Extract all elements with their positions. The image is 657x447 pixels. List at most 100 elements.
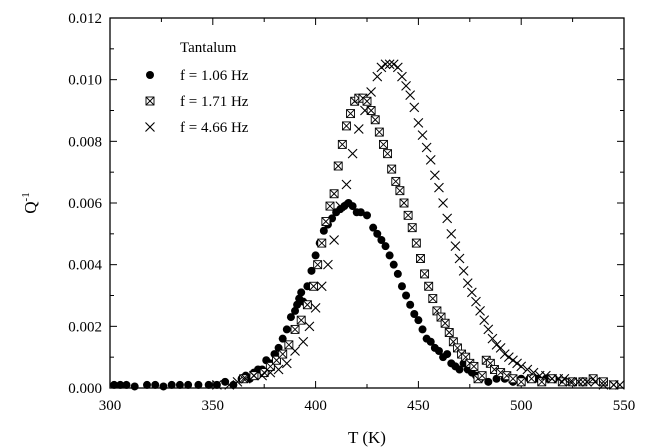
data-point-series-2: [516, 377, 526, 387]
data-point-series-3: [565, 376, 576, 387]
data-point-series-1: [389, 260, 398, 269]
series-2: [239, 93, 619, 390]
data-point-series-2: [578, 377, 588, 387]
data-point-series-2: [424, 281, 434, 291]
data-point-series-3: [212, 380, 222, 390]
data-point-series-1: [130, 382, 139, 391]
data-point-series-3: [392, 62, 403, 73]
data-point-series-1: [455, 365, 464, 374]
data-point-series-2: [341, 121, 351, 131]
y-tick-label: 0.000: [68, 381, 102, 397]
data-point-series-3: [446, 228, 457, 239]
data-point-series-2: [391, 176, 401, 186]
data-point-series-2: [378, 139, 388, 149]
data-point-series-3: [323, 259, 333, 270]
data-point-series-3: [471, 296, 481, 307]
legend-markers: [145, 71, 155, 132]
data-point-series-1: [393, 269, 402, 278]
data-point-series-2: [329, 189, 339, 199]
data-point-series-3: [347, 148, 358, 159]
data-point-series-1: [110, 380, 119, 389]
data-point-series-1: [443, 350, 452, 359]
data-point-series-2: [444, 328, 454, 337]
series-3: [212, 59, 625, 390]
x-tick-label: 350: [202, 398, 225, 414]
y-tick-label: 0.012: [68, 11, 102, 27]
data-point-series-3: [528, 367, 539, 378]
data-point-series-3: [495, 343, 506, 353]
data-point-series-3: [598, 380, 609, 390]
data-point-series-3: [483, 324, 494, 335]
data-point-series-3: [281, 358, 292, 369]
data-point-series-3: [335, 201, 346, 211]
data-point-series-1: [434, 347, 443, 355]
data-point-series-2: [387, 164, 397, 174]
data-point-series-2: [508, 374, 518, 384]
data-point-series-2: [333, 161, 343, 171]
data-point-series-1: [426, 337, 435, 346]
data-point-series-2: [407, 223, 417, 233]
data-point-series-2: [346, 109, 356, 119]
data-point-series-1: [293, 300, 302, 309]
data-point-series-1: [184, 380, 193, 389]
data-point-series-1: [363, 211, 371, 220]
data-point-series-2: [362, 96, 372, 106]
y-axis-label: Q-1: [20, 192, 40, 213]
data-point-series-1: [414, 316, 423, 325]
x-tick-label: 550: [613, 398, 636, 414]
data-point-series-2: [598, 377, 608, 387]
legend-marker-series-1: [146, 71, 154, 79]
data-point-series-1: [204, 380, 213, 389]
data-point-series-3: [249, 370, 259, 381]
data-point-series-3: [429, 170, 440, 181]
data-point-series-2: [370, 115, 380, 125]
data-point-series-3: [224, 380, 235, 390]
data-point-series-3: [409, 102, 420, 113]
data-point-series-3: [353, 124, 364, 134]
data-point-series-2: [477, 371, 487, 381]
data-point-series-1: [410, 310, 419, 318]
data-point-series-2: [403, 210, 413, 220]
legend: Tantalum f = 1.06 Hz f = 1.71 Hz f = 4.6…: [145, 40, 249, 136]
data-point-series-1: [369, 223, 378, 232]
legend-marker-series-3: [145, 122, 155, 132]
data-point-series-3: [413, 117, 424, 128]
data-point-series-3: [384, 59, 395, 70]
data-point-series-3: [475, 306, 485, 316]
data-point-series-2: [411, 238, 421, 248]
data-point-series-3: [458, 265, 469, 276]
data-point-series-3: [466, 287, 477, 298]
data-point-series-1: [116, 380, 125, 389]
data-point-series-3: [240, 373, 251, 384]
y-tick-label: 0.002: [68, 319, 102, 335]
data-point-series-3: [614, 380, 625, 390]
data-point-series-3: [487, 333, 498, 344]
y-tick-label: 0.004: [68, 258, 102, 274]
data-point-series-3: [388, 59, 399, 70]
data-point-series-3: [434, 182, 444, 193]
data-point-series-1: [229, 380, 238, 389]
data-point-series-3: [341, 179, 352, 190]
data-point-series-3: [372, 71, 383, 82]
data-point-series-2: [366, 106, 376, 115]
y-tick-label: 0.010: [68, 73, 102, 89]
data-point-series-2: [239, 374, 249, 384]
data-point-series-2: [309, 281, 318, 291]
data-point-series-1: [167, 380, 176, 389]
data-point-series-1: [159, 382, 168, 391]
data-point-series-1: [297, 288, 306, 297]
data-point-series-3: [376, 62, 387, 73]
data-point-series-3: [257, 370, 268, 381]
svg-text:Q-1: Q-1: [20, 192, 40, 213]
data-point-series-2: [383, 149, 393, 159]
data-point-series-3: [540, 370, 551, 381]
data-point-series-3: [522, 364, 533, 375]
data-point-series-3: [290, 346, 300, 356]
x-tick-label: 400: [304, 398, 327, 414]
data-point-series-1: [377, 236, 386, 244]
x-tick-label: 300: [99, 398, 122, 414]
data-point-series-1: [356, 208, 365, 217]
data-point-series-1: [151, 380, 160, 389]
data-point-series-2: [337, 139, 347, 149]
